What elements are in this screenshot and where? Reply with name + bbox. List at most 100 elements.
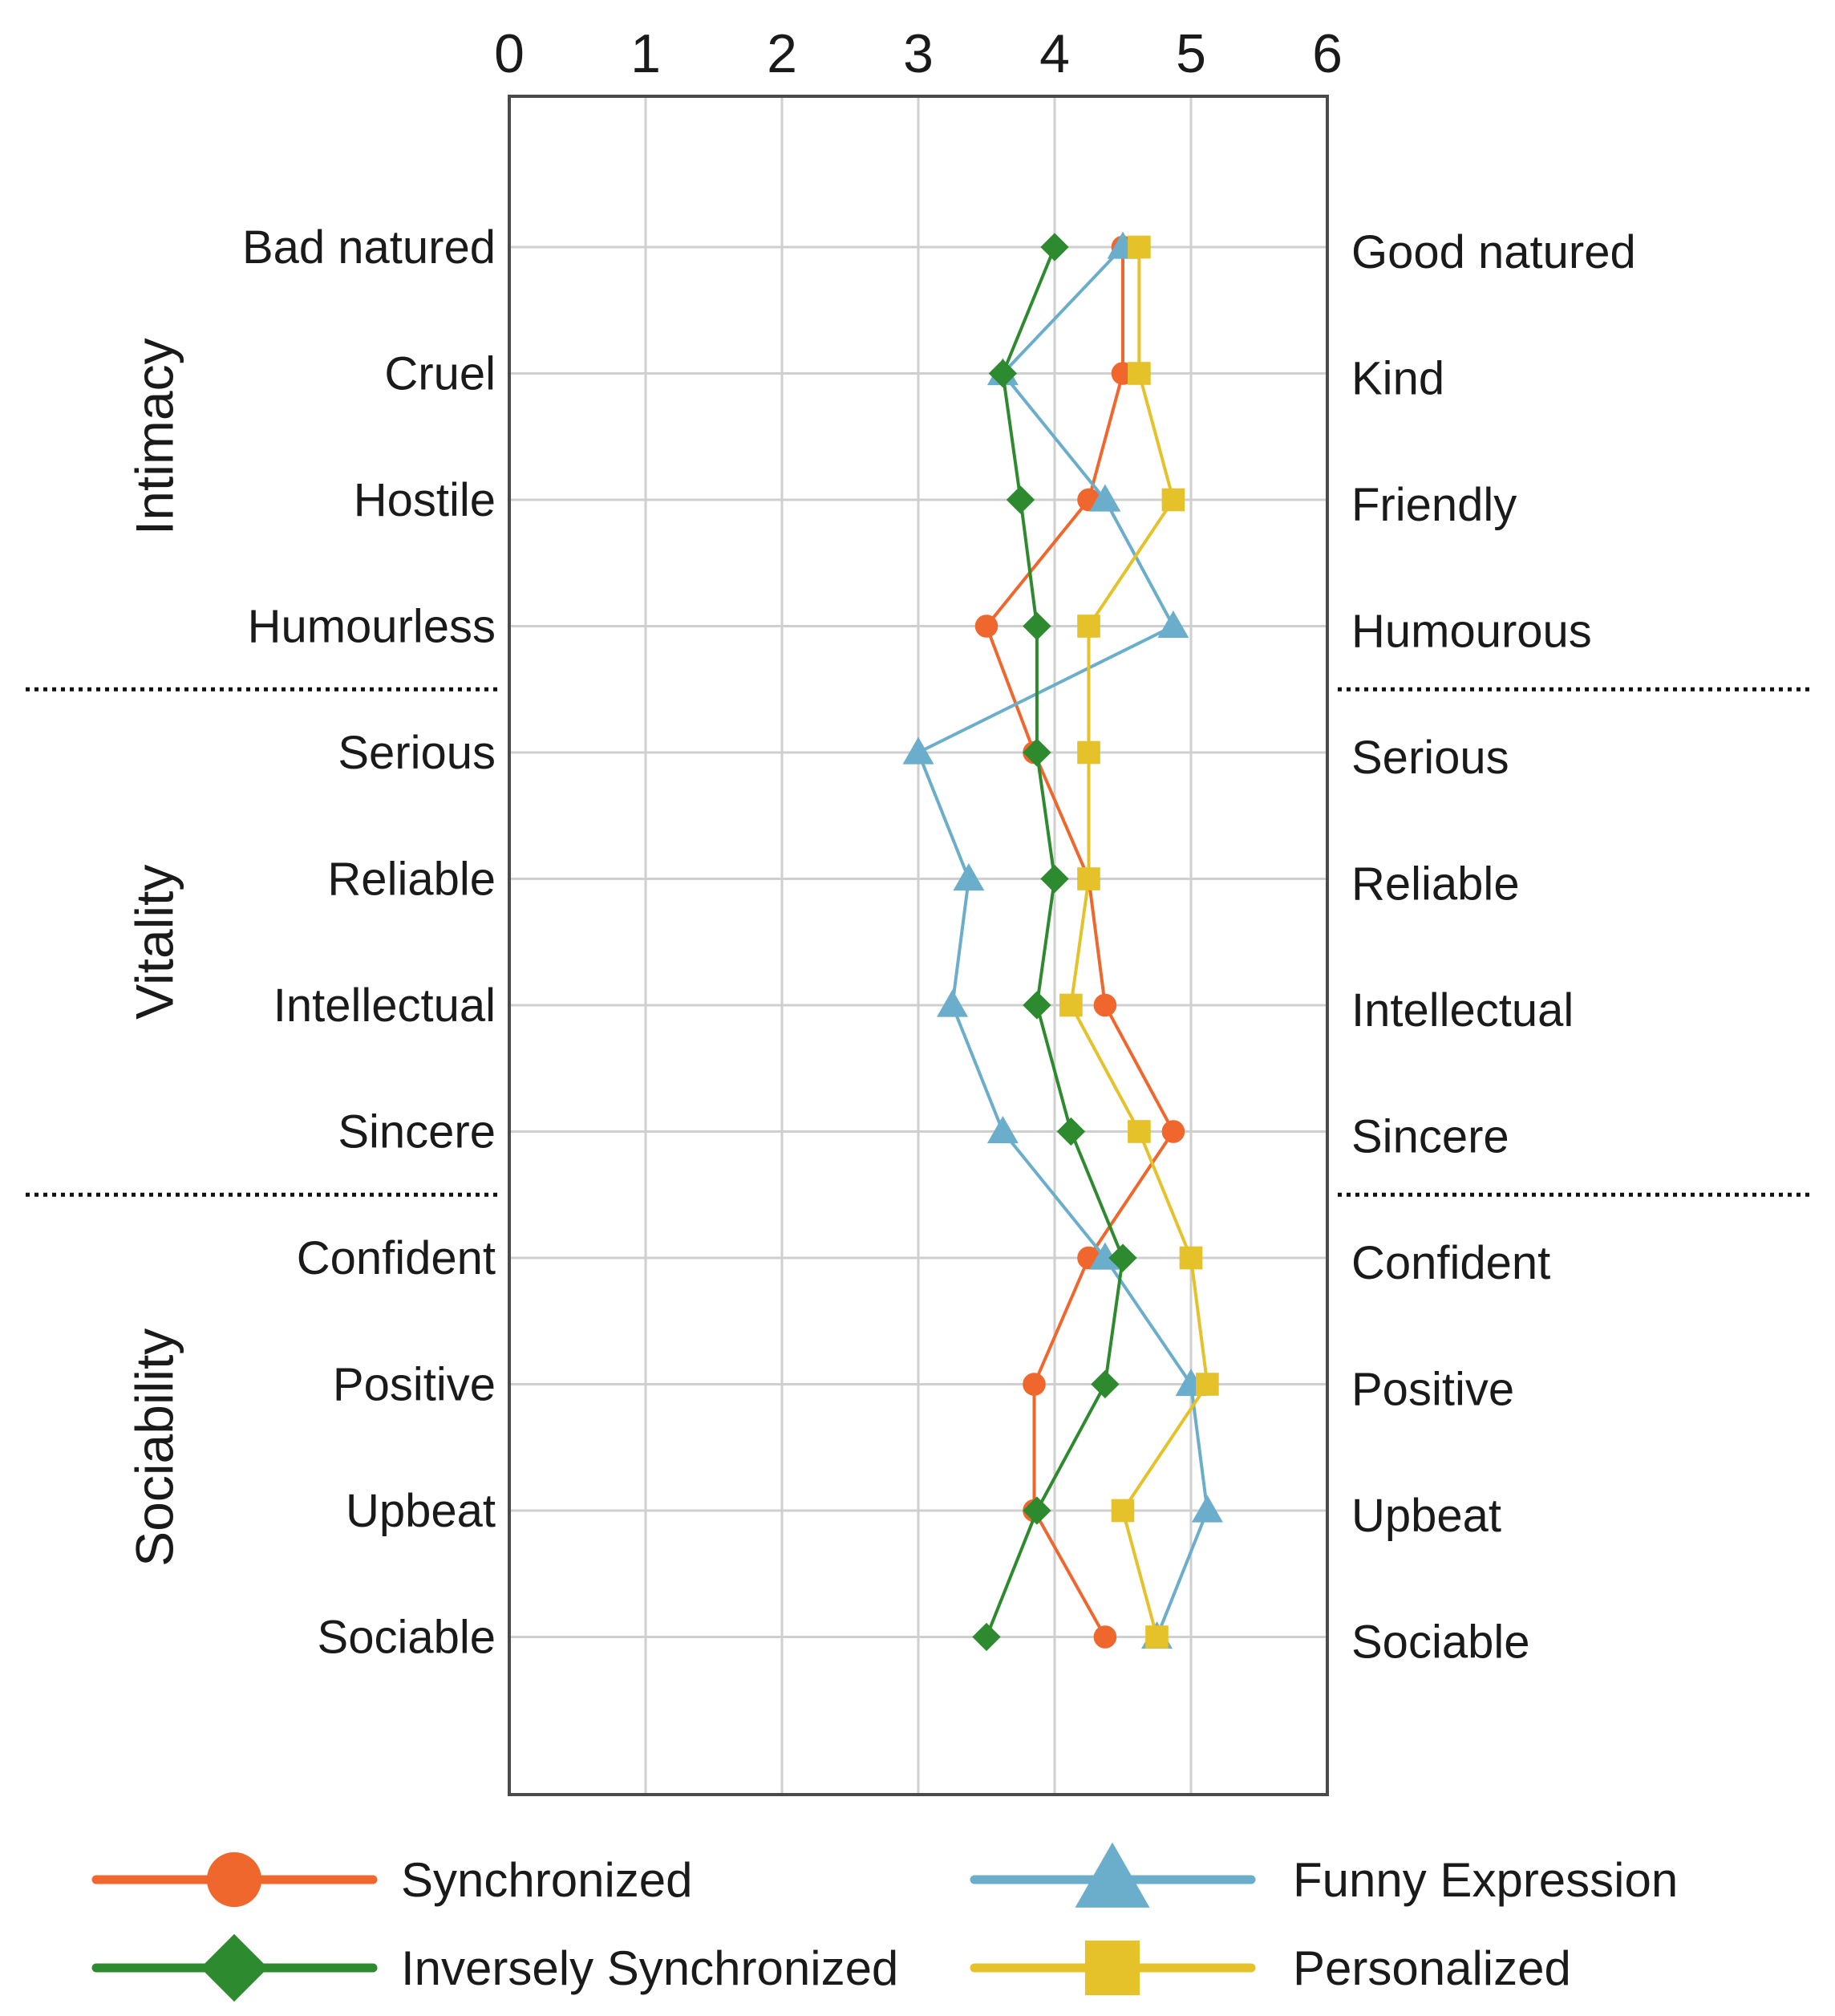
group-label: Sociability [124, 1328, 184, 1567]
data-point [974, 615, 999, 638]
data-point [1006, 485, 1035, 514]
right-row-label: Sociable [1351, 1616, 1529, 1669]
legend-marker [206, 1852, 262, 1908]
left-row-label: Bad natured [242, 221, 496, 274]
data-point [1093, 1625, 1117, 1649]
right-row-label: Intellectual [1351, 984, 1574, 1036]
series-line [1069, 247, 1209, 1638]
data-point [1023, 1496, 1051, 1525]
left-row-label: Intellectual [273, 980, 496, 1032]
data-point [1089, 1242, 1121, 1270]
data-point [1111, 1499, 1135, 1523]
x-tick-label: 2 [767, 23, 797, 84]
legend-label: Synchronized [401, 1853, 693, 1907]
group-label: Intimacy [124, 338, 184, 535]
legend-marker [200, 1933, 269, 2002]
right-row-label: Upbeat [1351, 1490, 1501, 1542]
data-point [1091, 1369, 1120, 1399]
data-point [1077, 740, 1100, 765]
plot-frame [508, 95, 1329, 1796]
right-row-label: Sincere [1351, 1111, 1509, 1163]
x-axis-ticks: 0 1 2 3 4 5 6 [494, 23, 1343, 84]
data-point [1145, 1625, 1169, 1649]
data-point [1157, 610, 1189, 639]
data-point [1093, 993, 1117, 1017]
data-point [1191, 1495, 1223, 1523]
legend-label: Inversely Synchronized [401, 1941, 898, 1995]
data-point [1059, 993, 1083, 1017]
left-labels: Bad natured Cruel Hostile Humourless Serious… [242, 221, 496, 1664]
data-point [1128, 1120, 1151, 1143]
data-point [1023, 738, 1051, 767]
data-point [1040, 233, 1069, 262]
series-line [985, 246, 1124, 1638]
series [902, 231, 1223, 1652]
data-point [1040, 864, 1069, 894]
x-tick-label: 6 [1312, 23, 1343, 84]
series-inversely-synchronized [972, 233, 1137, 1652]
right-row-label: Humourous [1351, 606, 1592, 658]
legend-label: Personalized [1293, 1941, 1571, 1995]
left-row-label: Hostile [354, 474, 496, 526]
group-labels: Intimacy Vitality Sociability [124, 338, 184, 1566]
right-row-label: Kind [1351, 353, 1444, 405]
series-funny-expression [902, 231, 1223, 1649]
group-dividers [26, 687, 1814, 1197]
left-row-label: Sincere [338, 1106, 496, 1158]
series-personalized [1059, 235, 1219, 1649]
right-row-label: Serious [1351, 732, 1509, 784]
data-point [1128, 362, 1151, 385]
right-row-label: Positive [1351, 1364, 1514, 1416]
data-point [1023, 611, 1051, 641]
data-point [1077, 615, 1100, 638]
left-row-label: Cruel [384, 348, 496, 400]
data-point [1161, 488, 1185, 512]
legend-entry: Inversely Synchronized [91, 1933, 898, 2002]
legend-entry: Funny Expression [970, 1842, 1678, 1908]
x-tick-label: 0 [494, 23, 525, 84]
data-point [1108, 1243, 1137, 1272]
legend: Synchronized Funny Expression Inversely Sy… [91, 1842, 1678, 2002]
series-line [917, 245, 1209, 1638]
group-label: Vitality [124, 865, 184, 1020]
data-point [1056, 1117, 1086, 1146]
x-tick-label: 3 [903, 23, 934, 84]
left-row-label: Positive [333, 1359, 496, 1411]
right-row-label: Confident [1351, 1237, 1550, 1289]
data-point [937, 989, 968, 1017]
left-row-label: Sociable [318, 1612, 496, 1664]
right-row-label: Friendly [1351, 479, 1517, 531]
data-point [1089, 484, 1121, 512]
data-point [1196, 1373, 1219, 1396]
data-point [1179, 1246, 1203, 1270]
legend-entry: Personalized [970, 1940, 1571, 1996]
legend-label: Funny Expression [1293, 1853, 1678, 1907]
data-point [953, 863, 985, 891]
left-row-label: Upbeat [346, 1485, 496, 1537]
data-point [902, 736, 934, 765]
x-tick-label: 4 [1039, 23, 1070, 84]
data-point [986, 1116, 1019, 1144]
x-tick-label: 1 [630, 23, 661, 84]
data-point [1023, 1373, 1046, 1396]
right-row-label: Reliable [1351, 858, 1520, 911]
data-point [1077, 867, 1100, 890]
data-point [972, 1622, 1001, 1652]
grid [509, 96, 1327, 1795]
right-row-label: Good natured [1351, 226, 1636, 278]
data-point [988, 359, 1018, 388]
legend-marker [1075, 1842, 1150, 1908]
data-point [1023, 991, 1051, 1020]
x-tick-label: 5 [1176, 23, 1206, 84]
left-row-label: Serious [338, 727, 496, 779]
left-row-label: Reliable [327, 854, 496, 906]
data-point [1128, 235, 1151, 259]
left-row-label: Confident [297, 1232, 496, 1284]
legend-entry: Synchronized [91, 1852, 693, 1908]
data-point [1161, 1120, 1185, 1143]
right-labels: Good natured Kind Friendly Humourous Serious… [1351, 226, 1636, 1669]
left-row-label: Humourless [248, 601, 496, 653]
series-line [985, 247, 1175, 1638]
legend-marker [1084, 1940, 1140, 1996]
